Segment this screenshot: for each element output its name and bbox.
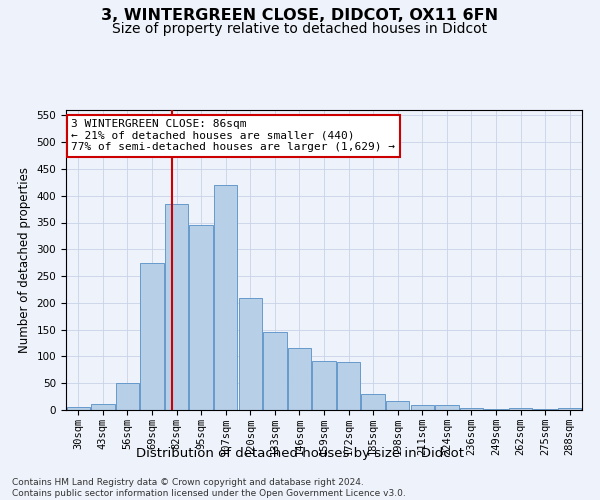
Bar xyxy=(91,404,115,410)
Bar xyxy=(140,262,164,410)
Bar xyxy=(361,394,385,410)
Bar xyxy=(190,225,213,410)
Bar xyxy=(460,408,483,410)
Bar xyxy=(558,408,581,410)
Bar xyxy=(116,383,139,410)
Bar xyxy=(67,408,90,410)
Bar xyxy=(435,404,458,410)
Y-axis label: Number of detached properties: Number of detached properties xyxy=(18,167,31,353)
Bar xyxy=(263,332,287,410)
Bar xyxy=(313,360,335,410)
Bar xyxy=(165,204,188,410)
Bar xyxy=(410,404,434,410)
Bar xyxy=(484,409,508,410)
Bar xyxy=(288,348,311,410)
Bar xyxy=(214,185,238,410)
Bar xyxy=(509,408,532,410)
Text: 3 WINTERGREEN CLOSE: 86sqm
← 21% of detached houses are smaller (440)
77% of sem: 3 WINTERGREEN CLOSE: 86sqm ← 21% of deta… xyxy=(71,119,395,152)
Text: Distribution of detached houses by size in Didcot: Distribution of detached houses by size … xyxy=(136,448,464,460)
Text: 3, WINTERGREEN CLOSE, DIDCOT, OX11 6FN: 3, WINTERGREEN CLOSE, DIDCOT, OX11 6FN xyxy=(101,8,499,22)
Bar xyxy=(386,401,409,410)
Bar xyxy=(337,362,360,410)
Text: Contains HM Land Registry data © Crown copyright and database right 2024.
Contai: Contains HM Land Registry data © Crown c… xyxy=(12,478,406,498)
Text: Size of property relative to detached houses in Didcot: Size of property relative to detached ho… xyxy=(112,22,488,36)
Bar xyxy=(239,298,262,410)
